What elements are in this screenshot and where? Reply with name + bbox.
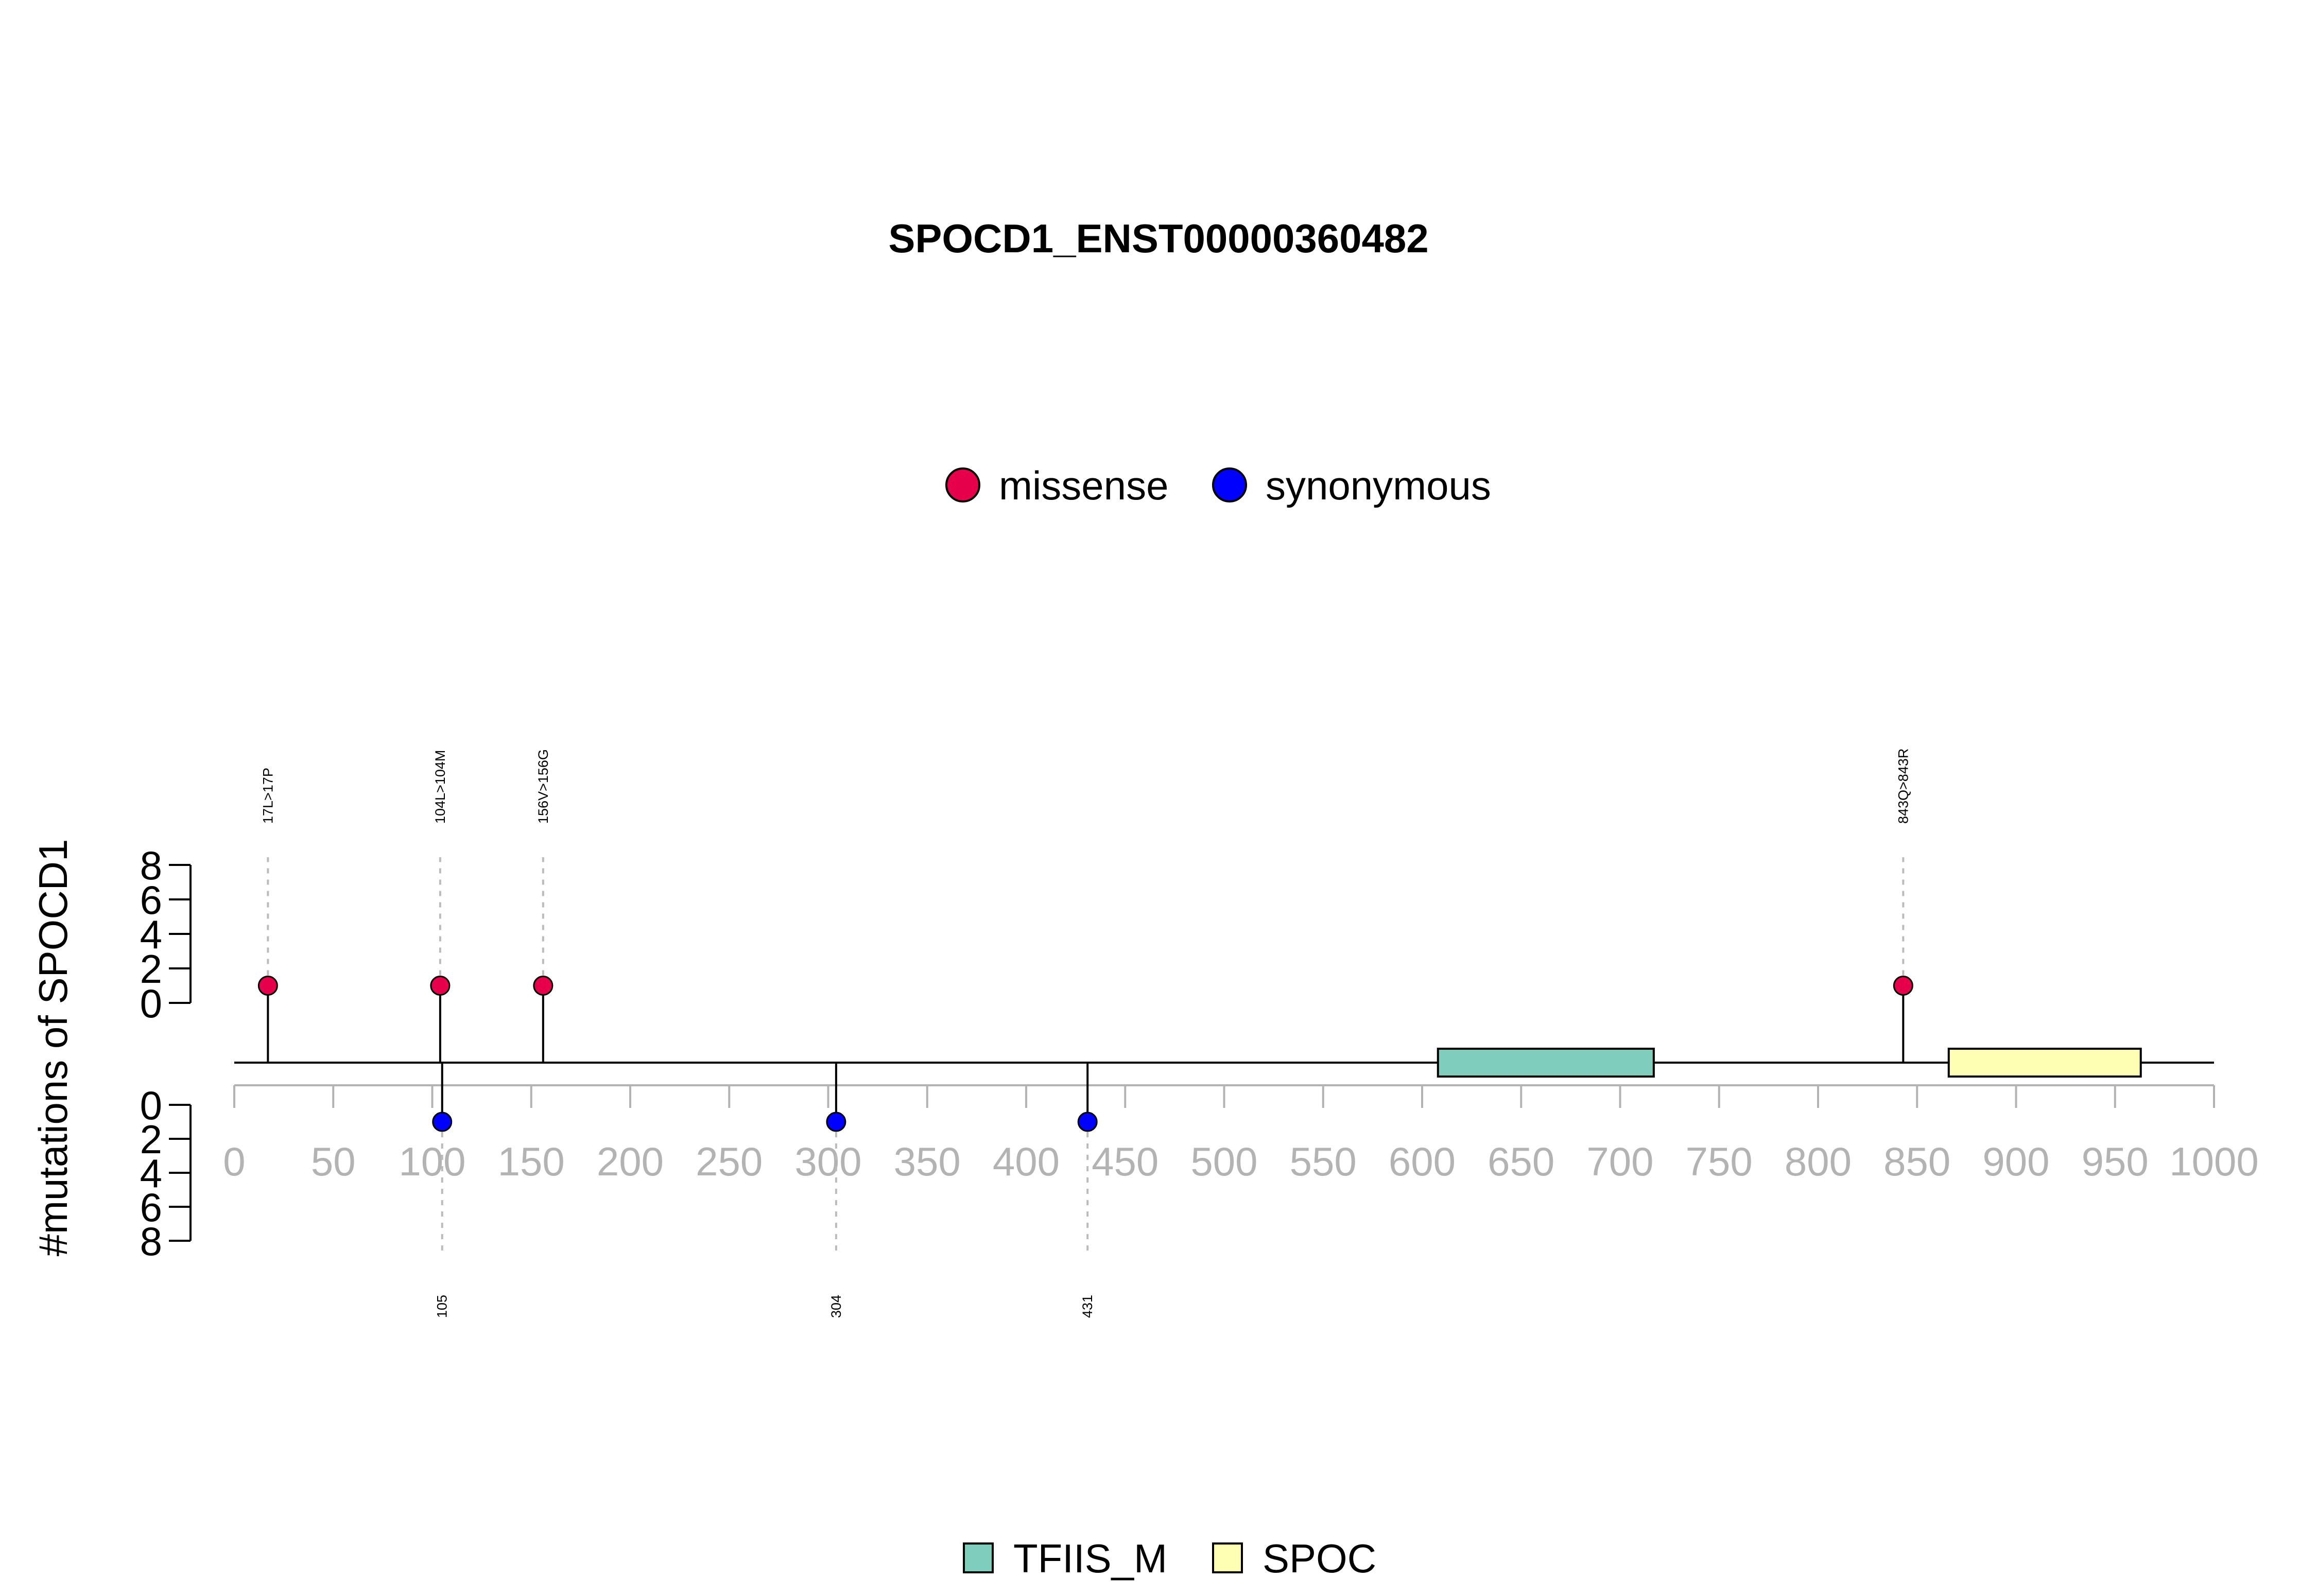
y-lower-tick-label: 8 xyxy=(140,1219,162,1264)
missense-point xyxy=(430,976,451,996)
x-tick-label: 250 xyxy=(696,1139,763,1184)
y-upper-tick-label: 2 xyxy=(140,946,162,992)
x-tick-label: 100 xyxy=(399,1139,465,1184)
y-upper-tick-label: 0 xyxy=(140,981,162,1026)
y-lower-tick-label: 2 xyxy=(140,1117,162,1162)
mutation-label: 104L>104M xyxy=(433,750,448,824)
x-tick-label: 150 xyxy=(498,1139,565,1184)
x-tick-label: 200 xyxy=(597,1139,664,1184)
x-tick-label: 400 xyxy=(993,1139,1060,1184)
x-tick-label: 500 xyxy=(1190,1139,1257,1184)
synonymous-point xyxy=(826,1112,846,1132)
x-tick-label: 550 xyxy=(1290,1139,1357,1184)
x-tick-label: 600 xyxy=(1389,1139,1456,1184)
y-upper-tick-label: 6 xyxy=(140,877,162,923)
mutation-label: 431 xyxy=(1080,1295,1095,1318)
y-lower-tick-label: 6 xyxy=(140,1185,162,1230)
x-tick-label: 50 xyxy=(311,1139,356,1184)
legend-swatch-tfiis-m xyxy=(963,1542,994,1573)
y-lower-tick-label: 4 xyxy=(140,1151,162,1196)
x-tick-label: 900 xyxy=(1982,1139,2049,1184)
legend-label-tfiis-m: TFIIS_M xyxy=(1013,1536,1167,1581)
domain-tfiis-m xyxy=(1437,1048,1655,1078)
x-tick-label: 1000 xyxy=(2169,1139,2259,1184)
missense-point xyxy=(533,976,554,996)
legend-label-synonymous: synonymous xyxy=(1266,463,1491,508)
legend-label-spoc: SPOC xyxy=(1263,1536,1376,1581)
mutation-label: 17L>17P xyxy=(260,768,275,824)
mutation-lollipops: 17L>17P 104L>104M 156V>156G 843Q>843R 105 304… xyxy=(257,749,1913,1318)
mutation-label: 156V>156G xyxy=(535,749,551,824)
legend-label-missense: missense xyxy=(999,463,1168,508)
x-tick-label: 850 xyxy=(1883,1139,1950,1184)
protein-domains xyxy=(1437,1048,2142,1078)
y-lower-tick-label: 0 xyxy=(140,1083,162,1128)
x-tick-label: 0 xyxy=(223,1139,245,1184)
synonymous-point xyxy=(1077,1112,1098,1132)
synonymous-point xyxy=(432,1112,453,1132)
mutation-label: 304 xyxy=(828,1295,844,1318)
y-axis-label: #mutations of SPOCD1 xyxy=(30,839,76,1257)
domain-legend: TFIIS_M SPOC xyxy=(963,1536,1376,1581)
legend-marker-missense xyxy=(945,467,980,502)
x-tick-label: 450 xyxy=(1092,1139,1158,1184)
legend-swatch-spoc xyxy=(1212,1542,1243,1573)
x-tick-label: 650 xyxy=(1488,1139,1554,1184)
x-tick-label: 750 xyxy=(1686,1139,1753,1184)
mutation-label: 843Q>843R xyxy=(1895,749,1911,824)
x-tick-label: 700 xyxy=(1586,1139,1653,1184)
x-tick-label: 950 xyxy=(2082,1139,2149,1184)
y-upper-tick-label: 8 xyxy=(140,843,162,888)
missense-point xyxy=(257,976,278,996)
missense-point xyxy=(1893,976,1913,996)
chart-title: SPOCD1_ENST00000360482 xyxy=(888,216,1428,261)
x-tick-label: 300 xyxy=(794,1139,861,1184)
y-upper-tick-label: 4 xyxy=(140,912,162,957)
mutation-type-legend: missense synonymous xyxy=(945,463,1491,508)
x-tick-label: 800 xyxy=(1785,1139,1852,1184)
x-tick-label: 350 xyxy=(894,1139,961,1184)
legend-marker-synonymous xyxy=(1212,467,1247,502)
mutation-label: 105 xyxy=(435,1295,450,1318)
domain-spoc xyxy=(1947,1048,2142,1078)
x-axis: 0 50 100 150 200 250 300 350 400 450 500 550 600 650 7… xyxy=(223,1084,2259,1184)
